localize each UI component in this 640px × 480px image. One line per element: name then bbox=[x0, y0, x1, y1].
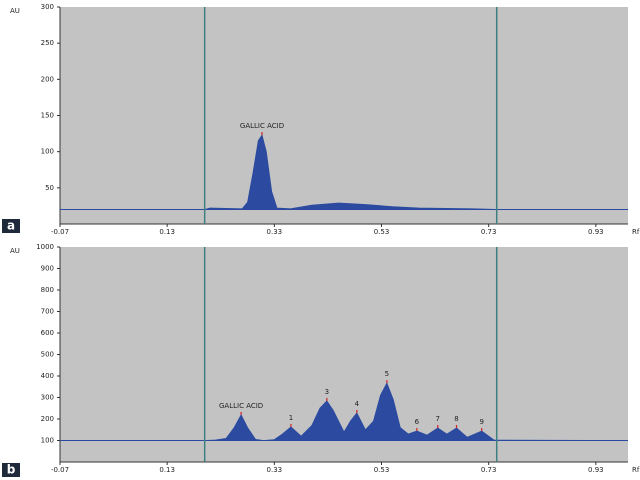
x-tick-label: 0.53 bbox=[374, 228, 390, 236]
peak-label: 7 bbox=[436, 415, 440, 423]
x-tick-label: -0.07 bbox=[51, 466, 69, 474]
panel-label-box bbox=[2, 463, 20, 477]
y-tick-label: 300 bbox=[41, 394, 54, 402]
x-tick-label: 0.13 bbox=[159, 466, 175, 474]
x-tick-label: 0.53 bbox=[374, 466, 390, 474]
x-axis-label: Rf bbox=[632, 228, 640, 236]
y-tick-label: 1000 bbox=[36, 243, 54, 251]
peak-label: GALLIC ACID bbox=[240, 122, 284, 130]
x-tick-label: 0.73 bbox=[481, 228, 497, 236]
y-tick-label: 800 bbox=[41, 286, 54, 294]
x-tick-label: 0.13 bbox=[159, 228, 175, 236]
y-tick-label: 700 bbox=[41, 308, 54, 316]
plot-background bbox=[60, 7, 628, 224]
plot-background bbox=[60, 247, 628, 462]
y-tick-label: 100 bbox=[41, 437, 54, 445]
peak-label: 1 bbox=[289, 414, 293, 422]
x-axis-label: Rf bbox=[632, 466, 640, 474]
y-tick-label: 500 bbox=[41, 351, 54, 359]
y-tick-label: 150 bbox=[41, 112, 54, 120]
y-tick-label: 400 bbox=[41, 372, 54, 380]
peak-label: 3 bbox=[325, 388, 329, 396]
peak-area bbox=[60, 134, 628, 210]
peak-label: 5 bbox=[385, 370, 389, 378]
panel-label: a bbox=[7, 219, 15, 233]
x-tick-label: 0.33 bbox=[267, 466, 283, 474]
y-tick-label: 600 bbox=[41, 329, 54, 337]
peak-label: 8 bbox=[454, 415, 458, 423]
peak-area bbox=[60, 382, 629, 441]
peak-label: 9 bbox=[479, 418, 483, 426]
x-tick-label: 0.33 bbox=[267, 228, 283, 236]
x-tick-label: -0.07 bbox=[51, 228, 69, 236]
y-tick-label: 50 bbox=[45, 184, 54, 192]
y-tick-label: 250 bbox=[41, 39, 54, 47]
y-tick-label: 300 bbox=[41, 3, 54, 11]
y-tick-label: 100 bbox=[41, 148, 54, 156]
y-tick-label: 200 bbox=[41, 415, 54, 423]
x-tick-label: 0.93 bbox=[588, 466, 604, 474]
panel-label-box bbox=[2, 219, 20, 233]
x-tick-label: 0.73 bbox=[481, 466, 497, 474]
y-axis-label: AU bbox=[10, 7, 20, 15]
peak-label: GALLIC ACID bbox=[219, 402, 263, 410]
y-tick-label: 200 bbox=[41, 75, 54, 83]
y-axis-label: AU bbox=[10, 247, 20, 255]
peak-label: 4 bbox=[355, 400, 360, 408]
x-tick-label: 0.93 bbox=[588, 228, 604, 236]
y-tick-label: 900 bbox=[41, 265, 54, 273]
panel-label: b bbox=[7, 463, 16, 477]
peak-label: 6 bbox=[415, 418, 420, 426]
